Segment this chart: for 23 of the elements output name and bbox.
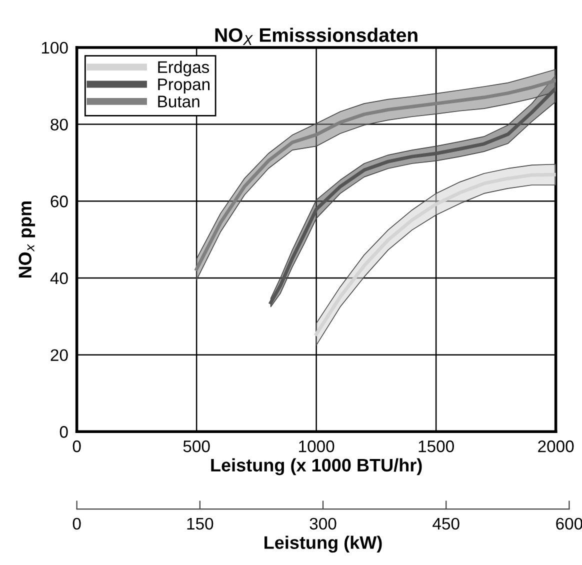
y-tick-label: 0: [60, 426, 68, 438]
x-tick-label: 0: [72, 440, 81, 452]
legend-label: Butan: [158, 96, 200, 108]
y-tick-label: 100: [42, 42, 68, 54]
x2-tick-label: 0: [72, 518, 81, 530]
chart-title: NO$_{X}$ Emisssionsdaten: [215, 28, 418, 45]
x2-tick-label: 150: [187, 518, 214, 530]
x-tick-label: 2000: [538, 440, 574, 452]
y-tick-label: 40: [50, 272, 68, 284]
x2-tick-label: 600: [556, 518, 582, 530]
x-tick-label: 1500: [418, 440, 454, 452]
x2-axis-title: Leistung (kW): [264, 536, 382, 553]
x2-tick-label: 300: [310, 518, 336, 530]
x2-tick-label: 450: [432, 518, 460, 530]
y-axis-title: NO$_{x}$ ppm: [18, 202, 36, 278]
y-tick-label: 60: [50, 196, 68, 208]
x-axis-title: Leistung (x 1000 BTU/hr): [211, 458, 422, 476]
legend-label: Propan: [158, 78, 210, 94]
y-tick-label: 20: [50, 349, 68, 362]
x-tick-label: 500: [183, 440, 210, 452]
x-tick-label: 1000: [299, 440, 334, 452]
legend-label: Erdgas: [158, 60, 210, 76]
y-tick-label: 80: [50, 118, 68, 131]
